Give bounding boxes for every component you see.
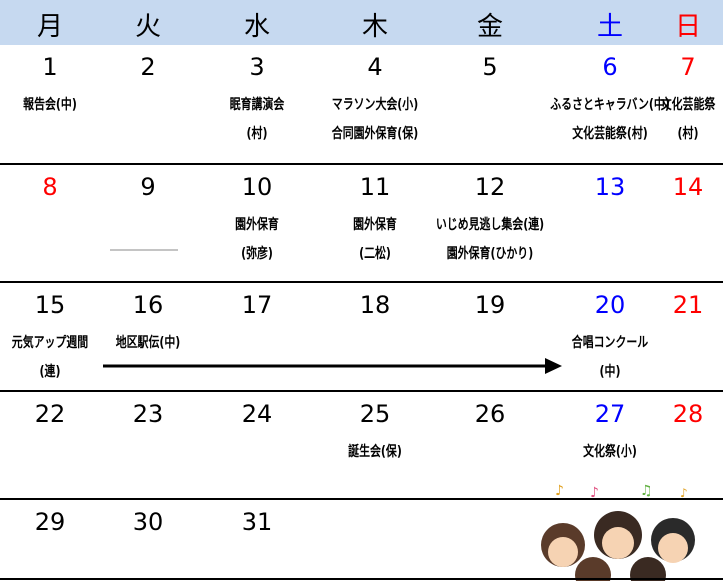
date: 4 (367, 53, 383, 81)
svg-text:♪: ♪ (590, 485, 599, 501)
event: 合唱コンクール (571, 335, 649, 351)
event: 園外保育(ひかり) (446, 246, 534, 262)
date: 1 (42, 53, 58, 81)
weekday: 水 (243, 12, 271, 42)
event: 合同園外保育(保) (331, 126, 419, 142)
date: 16 (132, 291, 164, 319)
weekday: 月 (36, 12, 64, 42)
date: 24 (241, 400, 273, 428)
choir-illustration: ♪ ♪ ♫ ♪ (541, 483, 695, 581)
date: 5 (482, 53, 498, 81)
event: (中) (599, 364, 621, 380)
event: 文化芸能祭(村) (572, 126, 648, 142)
weekday: 木 (361, 12, 389, 42)
weekday: 土 (596, 12, 624, 42)
date: 15 (34, 291, 66, 319)
event: マラソン大会(小) (331, 97, 419, 113)
event: 文化芸能祭 (660, 97, 716, 113)
weekday: 日 (674, 12, 702, 42)
svg-text:♪: ♪ (680, 486, 688, 500)
event: いじめ見逃し集会(連) (435, 217, 545, 233)
date: 31 (241, 508, 273, 536)
date: 8 (42, 173, 58, 201)
date: 17 (241, 291, 273, 319)
event: 地区駅伝(中) (115, 335, 181, 351)
date: 6 (602, 53, 618, 81)
event: 報告会(中) (23, 97, 77, 113)
date: 20 (594, 291, 626, 319)
event: 園外保育 (235, 217, 279, 233)
date: 21 (672, 291, 704, 319)
svg-text:♪: ♪ (555, 483, 564, 499)
date: 23 (132, 400, 164, 428)
event: 眠育講演会 (229, 97, 285, 113)
arrow-head (545, 358, 562, 374)
weekday: 金 (476, 12, 504, 42)
date: 29 (34, 508, 66, 536)
weekday: 火 (134, 12, 162, 42)
row-line (0, 390, 723, 392)
date: 11 (359, 173, 391, 201)
date: 3 (249, 53, 265, 81)
date: 9 (140, 173, 156, 201)
date: 12 (474, 173, 506, 201)
event: (村) (677, 126, 699, 142)
event: (二松) (359, 246, 391, 262)
event: 園外保育 (353, 217, 397, 233)
date: 27 (594, 400, 626, 428)
event: (村) (246, 126, 268, 142)
date: 14 (672, 173, 704, 201)
date: 2 (140, 53, 156, 81)
event: 元気アップ週間 (11, 335, 89, 351)
header-bar (0, 0, 723, 45)
date: 30 (132, 508, 164, 536)
event: (弥彦) (241, 246, 273, 262)
date: 22 (34, 400, 66, 428)
date: 25 (359, 400, 391, 428)
date: 26 (474, 400, 506, 428)
date: 18 (359, 291, 391, 319)
row-line (0, 578, 723, 580)
row-line (0, 163, 723, 165)
row-line (0, 281, 723, 283)
svg-text:♫: ♫ (640, 483, 653, 499)
event: 誕生会(保) (348, 444, 402, 460)
date: 19 (474, 291, 506, 319)
event: ふるさとキャラバン(中) (550, 97, 670, 113)
date: 28 (672, 400, 704, 428)
event: (連) (39, 364, 61, 380)
date: 13 (594, 173, 626, 201)
date: 7 (680, 53, 696, 81)
date: 10 (241, 173, 273, 201)
event: 文化祭(小) (583, 444, 637, 460)
row-line (0, 498, 723, 500)
